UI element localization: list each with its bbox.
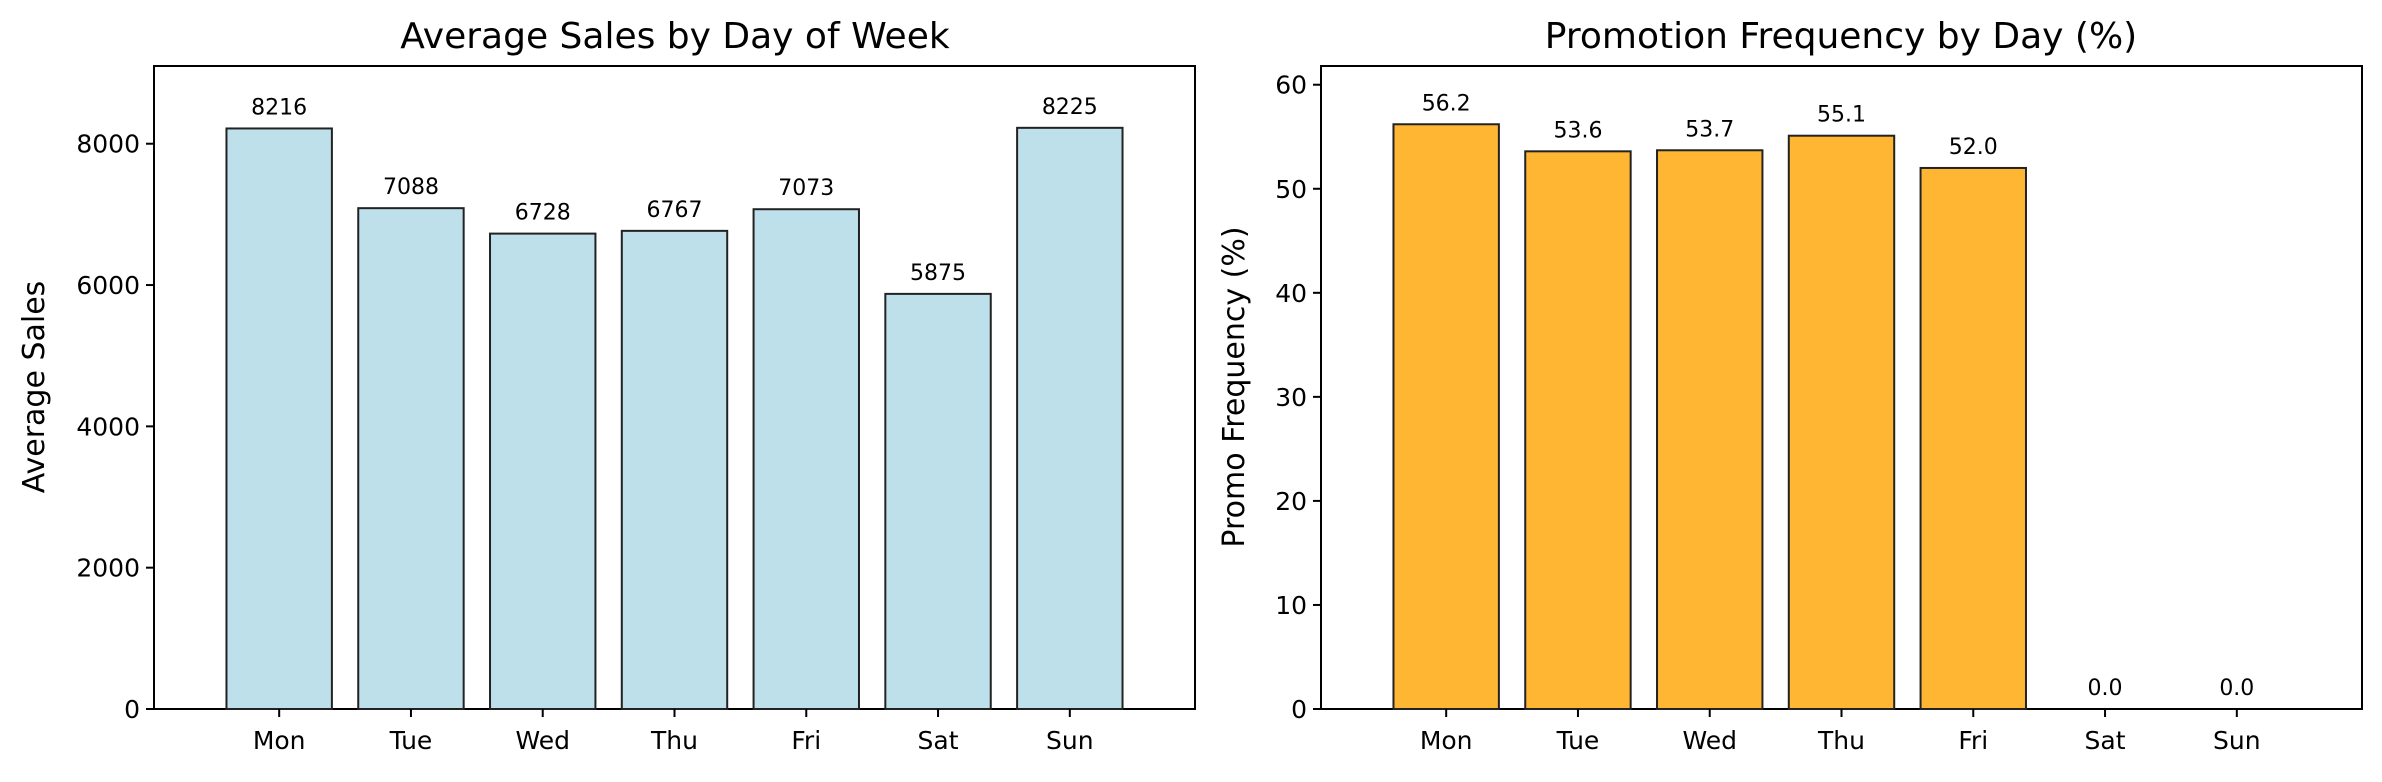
bar-wed — [1656, 149, 1764, 711]
y-tick-label: 10 — [1275, 591, 1307, 620]
bar-group: 56.2 53.6 53.7 55.1 52.0 0.0 0.0 — [1392, 91, 2254, 711]
bar-tue — [357, 207, 465, 710]
x-tick-label-tue: Tue — [389, 726, 433, 755]
x-tick-label-thu: Thu — [1817, 726, 1865, 755]
y-tick-label: 20 — [1275, 487, 1307, 516]
bar-mon — [225, 127, 333, 711]
bar-fri — [1919, 166, 2027, 710]
x-ticks: Mon Tue Wed Thu Fri Sat Sun — [253, 709, 1094, 755]
bar-sat — [884, 292, 992, 710]
bar-wed — [489, 232, 597, 711]
bar-mon — [1392, 123, 1500, 710]
chart-average-sales: Average Sales by Day of Week Average Sal… — [17, 16, 1196, 755]
data-label-sun: 8225 — [1042, 95, 1098, 120]
y-tick-label: 0 — [1291, 695, 1307, 724]
bar-group: 8216 7088 6728 6767 7073 5875 8225 — [225, 95, 1124, 711]
data-label-sat: 0.0 — [2088, 676, 2123, 701]
y-tick-label: 0 — [124, 695, 140, 724]
data-label-mon: 56.2 — [1422, 91, 1471, 116]
x-tick-label-mon: Mon — [1420, 726, 1473, 755]
data-label-fri: 7073 — [778, 176, 834, 201]
data-label-fri: 52.0 — [1949, 135, 1998, 160]
chart-promotion-frequency: Promotion Frequency by Day (%) Promo Fre… — [1217, 16, 2363, 755]
x-tick-label-sun: Sun — [2213, 726, 2261, 755]
y-ticks: 0 10 20 30 40 50 60 — [1275, 71, 1321, 724]
x-tick-label-wed: Wed — [515, 726, 570, 755]
y-tick-label: 40 — [1275, 279, 1307, 308]
bar-fri — [752, 208, 860, 711]
x-tick-label-sun: Sun — [1046, 726, 1094, 755]
x-tick-label-wed: Wed — [1682, 726, 1737, 755]
data-label-sun: 0.0 — [2219, 676, 2254, 701]
data-label-wed: 6728 — [515, 201, 571, 226]
y-tick-label: 4000 — [76, 412, 140, 441]
x-tick-label-mon: Mon — [253, 726, 306, 755]
data-label-thu: 6767 — [647, 198, 703, 223]
data-label-sat: 5875 — [910, 261, 966, 286]
y-tick-label: 2000 — [76, 554, 140, 583]
y-tick-label: 8000 — [76, 130, 140, 159]
x-tick-label-thu: Thu — [650, 726, 698, 755]
bar-thu — [1787, 134, 1896, 711]
y-tick-label: 50 — [1275, 175, 1307, 204]
bar-tue — [1524, 150, 1632, 711]
data-label-tue: 7088 — [383, 175, 439, 200]
x-ticks: Mon Tue Wed Thu Fri Sat Sun — [1420, 709, 2261, 755]
data-label-thu: 55.1 — [1817, 103, 1866, 128]
x-tick-label-sat: Sat — [918, 726, 959, 755]
y-tick-label: 6000 — [76, 271, 140, 300]
data-label-tue: 53.6 — [1553, 118, 1602, 143]
x-tick-label-fri: Fri — [791, 726, 821, 755]
y-axis-label: Average Sales — [17, 281, 52, 494]
y-axis-label: Promo Frequency (%) — [1217, 226, 1252, 547]
y-tick-label: 60 — [1275, 71, 1307, 100]
x-tick-label-sat: Sat — [2085, 726, 2126, 755]
chart-title: Average Sales by Day of Week — [400, 16, 950, 57]
y-tick-label: 30 — [1275, 383, 1307, 412]
data-label-wed: 53.7 — [1685, 117, 1734, 142]
x-tick-label-fri: Fri — [1958, 726, 1988, 755]
chart-title: Promotion Frequency by Day (%) — [1545, 16, 2137, 57]
y-ticks: 0 2000 4000 6000 8000 — [76, 130, 154, 724]
bar-thu — [620, 229, 729, 710]
data-label-mon: 8216 — [251, 95, 307, 120]
bar-sun — [1016, 126, 1124, 711]
x-tick-label-tue: Tue — [1556, 726, 1600, 755]
